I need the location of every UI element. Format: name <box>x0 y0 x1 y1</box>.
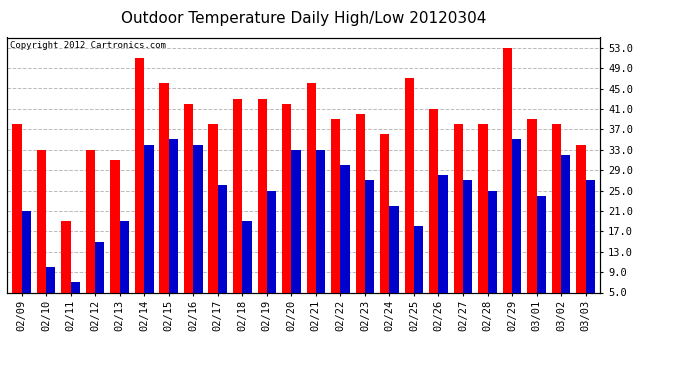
Text: Outdoor Temperature Daily High/Low 20120304: Outdoor Temperature Daily High/Low 20120… <box>121 11 486 26</box>
Bar <box>95 242 104 318</box>
Bar <box>119 221 129 318</box>
Bar <box>208 124 218 318</box>
Bar <box>291 150 301 318</box>
Bar <box>70 282 80 318</box>
Bar <box>184 104 193 318</box>
Bar <box>576 145 586 318</box>
Bar <box>12 124 21 318</box>
Bar <box>218 185 227 318</box>
Bar <box>144 145 154 318</box>
Bar <box>488 190 497 318</box>
Bar <box>365 180 374 318</box>
Bar <box>46 267 55 318</box>
Bar <box>414 226 423 318</box>
Bar <box>316 150 325 318</box>
Bar <box>61 221 70 318</box>
Bar <box>355 114 365 318</box>
Bar <box>561 155 571 318</box>
Bar <box>463 180 472 318</box>
Bar <box>169 140 178 318</box>
Bar <box>21 211 31 318</box>
Bar <box>159 83 169 318</box>
Bar <box>389 206 399 318</box>
Bar <box>257 99 267 318</box>
Bar <box>306 83 316 318</box>
Bar <box>135 58 144 318</box>
Bar <box>503 48 512 318</box>
Bar <box>537 196 546 318</box>
Bar <box>193 145 203 318</box>
Bar <box>453 124 463 318</box>
Bar <box>478 124 488 318</box>
Bar <box>233 99 242 318</box>
Bar <box>282 104 291 318</box>
Bar <box>404 78 414 318</box>
Bar <box>242 221 252 318</box>
Bar <box>37 150 46 318</box>
Text: Copyright 2012 Cartronics.com: Copyright 2012 Cartronics.com <box>10 41 166 50</box>
Bar <box>512 140 522 318</box>
Bar <box>331 119 340 318</box>
Bar <box>527 119 537 318</box>
Bar <box>429 109 438 318</box>
Bar <box>380 134 389 318</box>
Bar <box>438 175 448 318</box>
Bar <box>110 160 119 318</box>
Bar <box>267 190 276 318</box>
Bar <box>86 150 95 318</box>
Bar <box>340 165 350 318</box>
Bar <box>552 124 561 318</box>
Bar <box>586 180 595 318</box>
